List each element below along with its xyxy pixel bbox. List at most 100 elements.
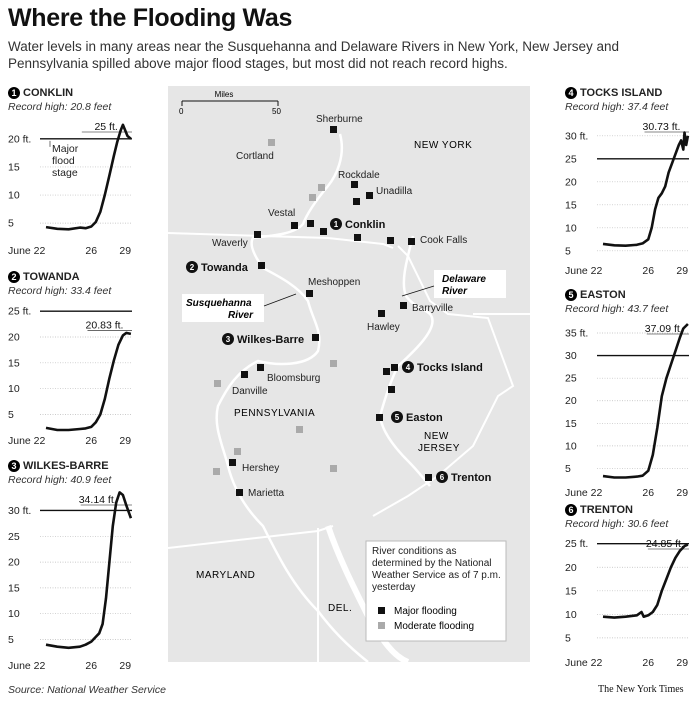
x-tick-label: 26	[642, 657, 654, 668]
y-tick-label: 10	[8, 383, 20, 395]
x-tick-label: June 22	[565, 487, 603, 498]
flood-stage-label: Major	[52, 143, 79, 155]
legend-swatch-moderate	[378, 622, 385, 629]
flood-stage-label: flood	[52, 155, 75, 167]
delaware-river	[378, 235, 434, 487]
x-tick-label: 29	[119, 245, 131, 256]
town-label: Bloomsburg	[267, 373, 320, 384]
marker-major	[351, 181, 358, 188]
peak-label: 37.09 ft.	[645, 323, 683, 335]
series-line	[45, 331, 132, 432]
series-line	[45, 123, 132, 231]
state-label: PENNSYLVANIA	[234, 408, 315, 419]
x-tick-label: June 22	[565, 657, 603, 668]
chart-panel-trenton: 6 TRENTON Record high: 30.6 feet 5 10 15 20 2…	[565, 503, 693, 668]
y-tick-label: 20	[565, 176, 577, 188]
y-tick-label: 5	[565, 463, 571, 475]
y-tick-label: 15	[565, 199, 577, 211]
y-tick-label: 5	[565, 245, 571, 257]
marker-moderate	[268, 139, 275, 146]
marker-major	[408, 238, 415, 245]
y-tick-label: 20	[565, 562, 577, 574]
chart-title: EASTON	[580, 289, 626, 301]
town-label: Cortland	[236, 151, 274, 162]
scale-fifty: 50	[272, 107, 281, 116]
chart-title: CONKLIN	[23, 87, 74, 99]
chart-panel-easton: 5 EASTON Record high: 43.7 feet 5 10 15 20 25…	[565, 288, 693, 498]
town-label: Rockdale	[338, 170, 380, 181]
x-tick-label: June 22	[8, 245, 46, 256]
flood-stage-label: stage	[52, 167, 78, 179]
page-title: Where the Flooding Was	[8, 4, 293, 32]
town-label: Unadilla	[376, 186, 413, 197]
river-label-box	[182, 294, 264, 322]
x-tick-label: 26	[85, 435, 97, 446]
gauge-label: Tocks Island	[417, 362, 483, 374]
river-label: Susquehanna	[186, 298, 252, 309]
marker-moderate	[309, 194, 316, 201]
legend-label-major: Major flooding	[394, 606, 457, 617]
chart-tocks-island: 5 10 15 20 25 30 ft. June 22 26 29 30.73 ft.	[565, 121, 690, 276]
state-label: JERSEY	[418, 443, 460, 454]
marker-major	[229, 459, 236, 466]
x-tick-label: 26	[85, 660, 97, 671]
y-tick-label: 5	[8, 218, 14, 230]
chart-panel-towanda: 2 TOWANDA Record high: 33.4 feet 5 10 15 20 2…	[8, 270, 136, 446]
chart-trenton: 5 10 15 20 25 ft. June 22 26 29 24.85 ft.	[565, 538, 689, 668]
peak-label: 30.73 ft.	[643, 121, 681, 133]
marker-moderate	[318, 184, 325, 191]
legend-swatch-major	[378, 607, 385, 614]
marker-major	[291, 222, 298, 229]
y-tick-label: 30 ft.	[565, 130, 588, 142]
credit: The New York Times	[598, 684, 684, 695]
marker-major	[236, 489, 243, 496]
marker-major	[376, 414, 383, 421]
y-tick-label: 25 ft.	[565, 538, 588, 550]
river-label: River	[442, 286, 468, 297]
marker-moderate	[330, 360, 337, 367]
marker-major	[387, 237, 394, 244]
river-label-box	[434, 270, 506, 298]
marker-major	[258, 262, 265, 269]
y-tick-label: 15	[565, 585, 577, 597]
state-label: DEL.	[328, 603, 352, 614]
gauge-number: 4	[565, 87, 577, 99]
y-tick-label: 30	[565, 350, 577, 362]
y-tick-label: 5	[8, 634, 14, 646]
x-tick-label: June 22	[8, 660, 46, 671]
gauge-number: 1	[334, 220, 339, 229]
gauge-number: 2	[8, 271, 20, 283]
gauge-number: 3	[226, 335, 231, 344]
marker-moderate	[214, 380, 221, 387]
record-high: Record high: 20.8 feet	[8, 101, 112, 113]
marker-major	[320, 228, 327, 235]
town-label: Marietta	[248, 488, 285, 499]
marker-major	[354, 234, 361, 241]
series-line	[602, 131, 690, 247]
gauge-label: Conklin	[345, 219, 386, 231]
series-line	[602, 543, 689, 619]
town-label: Cook Falls	[420, 235, 467, 246]
marker-major	[254, 231, 261, 238]
record-high: Record high: 43.7 feet	[565, 303, 669, 315]
peak-label: 24.85 ft.	[646, 538, 684, 550]
x-tick-label: 29	[119, 435, 131, 446]
series-line	[45, 491, 133, 650]
marker-moderate	[213, 468, 220, 475]
marker-major	[366, 192, 373, 199]
town-label: Barryville	[412, 303, 454, 314]
state-label: NEW YORK	[414, 140, 472, 151]
chart-title: WILKES-BARRE	[23, 460, 109, 472]
state-label: MARYLAND	[196, 570, 255, 581]
gauge-number: 5	[565, 289, 577, 301]
y-tick-label: 25 ft.	[8, 306, 31, 318]
legend-title: River conditions as determined by the Na…	[372, 546, 501, 593]
y-tick-label: 35 ft.	[565, 328, 588, 340]
gauge-marker-5	[391, 411, 403, 423]
gauge-number: 4	[406, 363, 411, 372]
flood-map: Miles 0 50 NEW YORK PENNSYLVANIA NEW JER…	[168, 86, 530, 662]
y-tick-label: 20	[565, 395, 577, 407]
marker-major	[353, 198, 360, 205]
record-high: Record high: 33.4 feet	[8, 285, 112, 297]
y-tick-label: 10	[565, 222, 577, 234]
